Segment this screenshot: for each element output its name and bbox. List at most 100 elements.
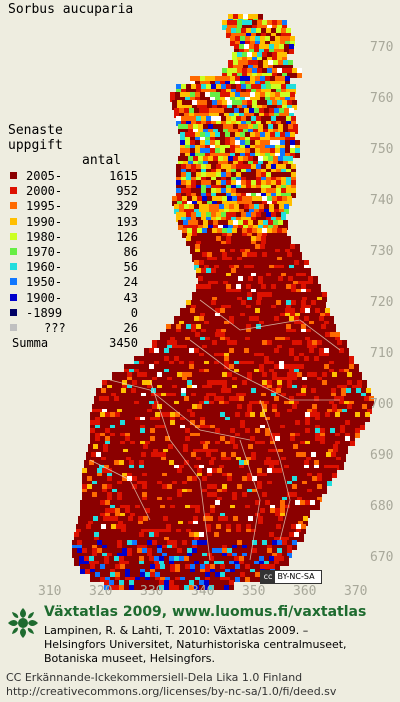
occurrence-cell — [92, 404, 97, 409]
occurrence-cell — [307, 372, 312, 377]
occurrence-cell — [292, 497, 297, 502]
occurrence-cell — [359, 396, 364, 401]
legend-row: 2000- 952 — [8, 184, 138, 198]
occurrence-cell — [354, 369, 359, 374]
occurrence-cell — [270, 441, 275, 446]
occurrence-cell — [252, 297, 257, 302]
footer-title[interactable]: Växtatlas 2009, www.luomus.fi/vaxtatlas — [44, 604, 367, 620]
cc-license-badge[interactable]: cc BY-NC-SA — [260, 570, 322, 584]
occurrence-cell — [304, 460, 309, 465]
occurrence-cell — [112, 492, 117, 497]
occurrence-cell — [187, 228, 192, 233]
occurrence-cell — [230, 337, 235, 342]
occurrence-cell — [232, 345, 237, 350]
occurrence-cell — [297, 409, 302, 414]
occurrence-cell — [342, 385, 347, 390]
occurrence-cell — [203, 161, 208, 166]
occurrence-cell — [292, 252, 297, 257]
occurrence-cell — [173, 444, 178, 449]
occurrence-cell — [87, 473, 92, 478]
occurrence-cell — [210, 505, 215, 510]
occurrence-cell — [105, 420, 110, 425]
occurrence-cell — [271, 164, 276, 169]
occurrence-cell — [209, 108, 214, 113]
occurrence-cell — [280, 76, 285, 81]
occurrence-cell — [321, 305, 326, 310]
occurrence-cell — [237, 57, 242, 62]
occurrence-cell — [260, 36, 265, 41]
occurrence-cell — [291, 284, 296, 289]
occurrence-cell — [295, 500, 300, 505]
occurrence-cell — [347, 409, 352, 414]
occurrence-cell — [201, 188, 206, 193]
occurrence-cell — [185, 332, 190, 337]
occurrence-cell — [120, 436, 125, 441]
occurrence-cell — [218, 129, 223, 134]
occurrence-cell — [187, 380, 192, 385]
occurrence-cell — [257, 473, 262, 478]
occurrence-cell — [261, 84, 266, 89]
footer-citation-3: Botaniska museet, Helsingfors. — [44, 652, 215, 665]
occurrence-cell — [115, 508, 120, 513]
occurrence-cell — [140, 436, 145, 441]
occurrence-cell — [142, 468, 147, 473]
occurrence-cell — [281, 177, 286, 182]
occurrence-cell — [296, 529, 301, 534]
occurrence-cell — [218, 276, 223, 281]
occurrence-cell — [320, 332, 325, 337]
occurrence-cell — [103, 444, 108, 449]
occurrence-cell — [229, 265, 234, 270]
occurrence-cell — [272, 484, 277, 489]
occurrence-cell — [134, 532, 139, 537]
occurrence-cell — [205, 92, 210, 97]
occurrence-cell — [246, 388, 251, 393]
occurrence-cell — [133, 521, 138, 526]
occurrence-cell — [300, 425, 305, 430]
occurrence-cell — [157, 497, 162, 502]
occurrence-cell — [122, 409, 127, 414]
occurrence-cell — [294, 316, 299, 321]
occurrence-cell — [307, 489, 312, 494]
occurrence-cell — [210, 97, 215, 102]
occurrence-cell — [296, 388, 301, 393]
occurrence-cell — [235, 249, 240, 254]
occurrence-cell — [241, 268, 246, 273]
occurrence-cell — [245, 81, 250, 86]
occurrence-cell — [262, 345, 267, 350]
occurrence-cell — [276, 305, 281, 310]
occurrence-cell — [255, 140, 260, 145]
occurrence-cell — [261, 393, 266, 398]
occurrence-cell — [309, 401, 314, 406]
occurrence-cell — [262, 340, 267, 345]
occurrence-cell — [109, 396, 114, 401]
occurrence-cell — [192, 481, 197, 486]
footer-license-url[interactable]: http://creativecommons.org/licenses/by-n… — [6, 685, 337, 698]
occurrence-cell — [366, 388, 371, 393]
occurrence-cell — [258, 220, 263, 225]
occurrence-cell — [316, 393, 321, 398]
occurrence-cell — [271, 212, 276, 217]
occurrence-cell — [125, 425, 130, 430]
occurrence-cell — [243, 281, 248, 286]
occurrence-cell — [284, 113, 289, 118]
occurrence-cell — [271, 324, 276, 329]
occurrence-cell — [244, 108, 249, 113]
occurrence-cell — [212, 484, 217, 489]
occurrence-cell — [172, 340, 177, 345]
occurrence-cell — [232, 340, 237, 345]
occurrence-cell — [212, 201, 217, 206]
occurrence-cell — [286, 188, 291, 193]
occurrence-cell — [354, 401, 359, 406]
occurrence-cell — [247, 345, 252, 350]
occurrence-cell — [206, 284, 211, 289]
occurrence-cell — [355, 433, 360, 438]
occurrence-cell — [102, 468, 107, 473]
occurrence-cell — [209, 260, 214, 265]
occurrence-cell — [280, 436, 285, 441]
occurrence-cell — [136, 529, 141, 534]
occurrence-cell — [226, 300, 231, 305]
occurrence-cell — [162, 377, 167, 382]
occurrence-cell — [232, 105, 237, 110]
occurrence-cell — [287, 553, 292, 558]
legend-row: 1980- 126 — [8, 230, 138, 244]
